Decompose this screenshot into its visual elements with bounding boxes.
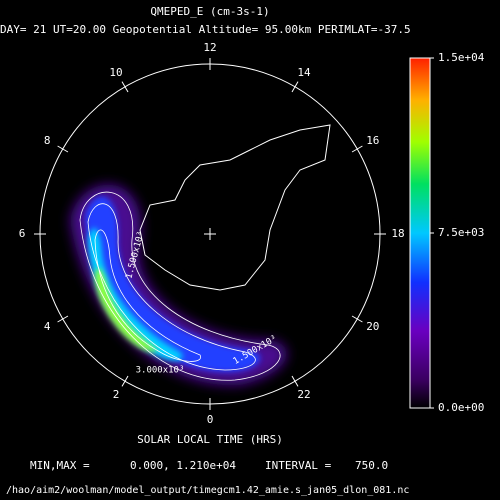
hour-tick [351, 145, 363, 153]
hour-tick [121, 81, 129, 93]
minmax-label: MIN,MAX = [30, 459, 90, 472]
minmax-value: 0.000, 1.210e+04 [130, 459, 236, 472]
hour-tick [57, 315, 69, 323]
colorbar-label: 0.0e+00 [438, 401, 484, 414]
emission-mid [85, 196, 261, 372]
file-path: /hao/aim2/woolman/model_output/timegcm1.… [6, 485, 409, 496]
hour-label: 12 [203, 41, 216, 54]
hour-label: 6 [19, 227, 26, 240]
axis-label: SOLAR LOCAL TIME (HRS) [137, 433, 283, 446]
hour-tick [291, 375, 299, 387]
contour-label: 3.000x10³ [136, 366, 185, 376]
pole-marker [204, 228, 216, 240]
hour-label: 16 [366, 134, 379, 147]
colorbar [409, 57, 431, 409]
plot-title: QMEPED_E (cm-3s-1) [150, 5, 269, 18]
contours [79, 191, 281, 381]
hour-tick [121, 375, 129, 387]
hour-label: 20 [366, 320, 379, 333]
polar-field [70, 124, 331, 386]
colorbar-label: 7.5e+03 [438, 226, 484, 239]
hour-label: 22 [297, 388, 310, 401]
hour-tick [57, 145, 69, 153]
hour-label: 18 [391, 227, 404, 240]
hour-label: 2 [113, 388, 120, 401]
interval-value: 750.0 [355, 459, 388, 472]
hour-tick [291, 81, 299, 93]
emission-peak [95, 268, 158, 352]
hour-label: 0 [207, 413, 214, 426]
coastline [139, 124, 331, 291]
hour-label: 14 [297, 66, 311, 79]
colorbar-label: 1.5e+04 [438, 51, 485, 64]
hour-tick [351, 315, 363, 323]
plot-subtitle: DAY= 21 UT=20.00 Geopotential Altitude= … [0, 23, 411, 36]
hour-label: 10 [109, 66, 122, 79]
hour-label: 8 [44, 134, 51, 147]
hour-label: 4 [44, 320, 51, 333]
interval-label: INTERVAL = [265, 459, 332, 472]
